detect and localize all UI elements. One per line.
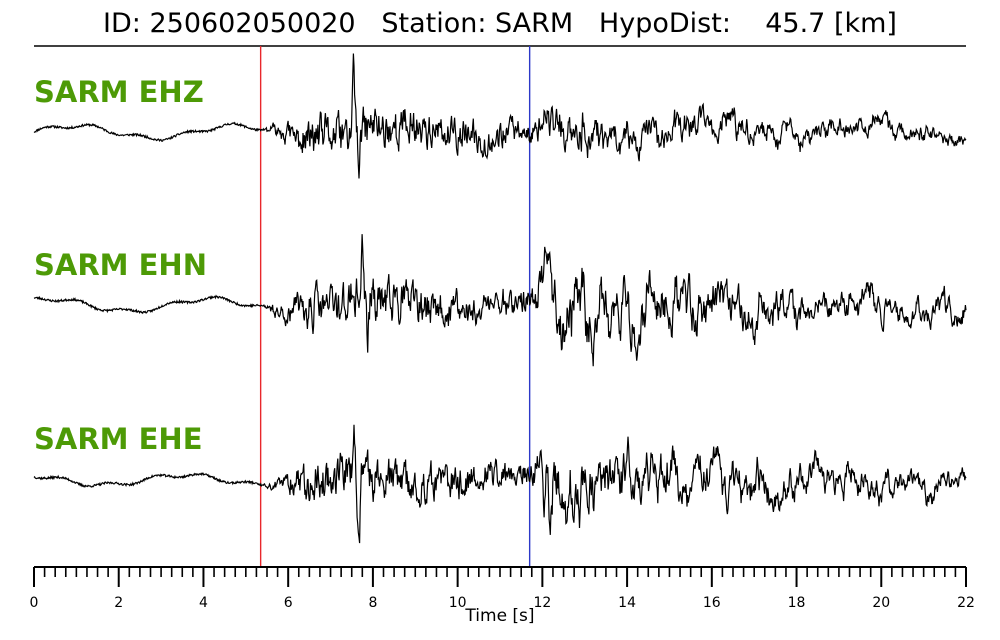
x-tick-label: 4 <box>199 595 208 611</box>
x-tick-label: 22 <box>957 595 975 611</box>
x-tick-label: 12 <box>533 595 551 611</box>
x-tick-label: 20 <box>872 595 890 611</box>
x-tick-label: 2 <box>114 595 123 611</box>
x-axis: 0 2 4 6 8 10 12 14 16 18 20 22 <box>30 566 975 611</box>
waveform-trace-0 <box>33 53 967 179</box>
x-tick-label: 6 <box>284 595 293 611</box>
channel-label-ehe: SARM EHE <box>34 422 203 456</box>
x-tick-label: 8 <box>368 595 377 611</box>
x-tick-label: 18 <box>788 595 806 611</box>
channel-label-ehn: SARM EHN <box>34 248 207 282</box>
waveform-trace-1 <box>33 234 967 367</box>
waveform-traces <box>33 53 967 544</box>
x-axis-label: Time [s] <box>465 606 535 626</box>
channel-label-ehz: SARM EHZ <box>34 75 204 109</box>
chart-title: ID: 250602050020 Station: SARM HypoDist:… <box>103 8 897 39</box>
x-tick-label: 0 <box>30 595 39 611</box>
waveform-trace-2 <box>33 424 967 544</box>
x-tick-label: 14 <box>618 595 636 611</box>
x-tick-label: 10 <box>449 595 467 611</box>
x-tick-label: 16 <box>703 595 721 611</box>
